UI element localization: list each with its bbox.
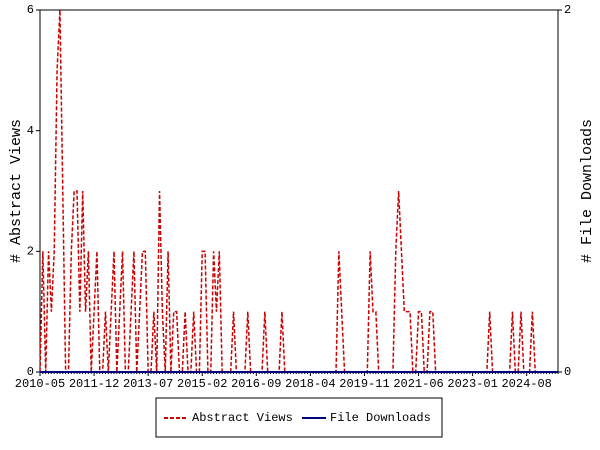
x-tick-label: 2011-12 (69, 377, 119, 391)
y-axis-title: # Abstract Views (8, 119, 25, 263)
x-tick-label: 2019-11 (339, 377, 389, 391)
x-tick-label: 2021-06 (393, 377, 443, 391)
legend-label: Abstract Views (192, 411, 293, 425)
y2-tick-label: 2 (564, 3, 571, 17)
series-line (39, 9, 558, 373)
x-tick-label: 2015-02 (177, 377, 227, 391)
x-tick-label: 2018-04 (285, 377, 335, 391)
y-tick-label: 0 (27, 365, 34, 379)
y-tick-label: 6 (27, 3, 34, 17)
legend-label: File Downloads (330, 411, 431, 425)
x-tick-label: 2016-09 (231, 377, 281, 391)
y-tick-label: 4 (27, 124, 34, 138)
legend-box (155, 397, 443, 438)
x-tick-label: 2024-08 (501, 377, 551, 391)
x-tick-label: 2023-01 (447, 377, 497, 391)
x-tick-label: 2013-07 (123, 377, 173, 391)
y2-axis-title: # File Downloads (579, 119, 596, 263)
plot-frame (39, 9, 559, 373)
y2-tick-label: 0 (564, 365, 571, 379)
x-tick-label: 2010-05 (15, 377, 65, 391)
y-tick-label: 2 (27, 245, 34, 259)
